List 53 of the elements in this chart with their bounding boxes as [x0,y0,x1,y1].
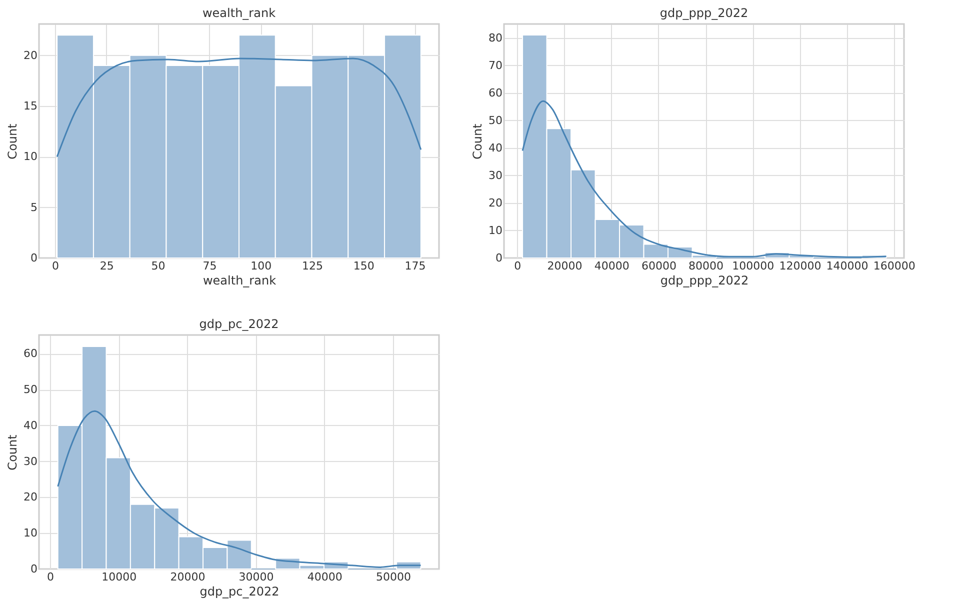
x-axis-title: gdp_ppp_2022 [660,274,749,288]
y-tick-label: 20 [488,196,502,210]
x-tick-label: 150 [353,260,374,272]
y-tick-label: 10 [24,526,38,540]
x-tick-label: 0 [52,260,60,272]
x-tick-label: 40000 [594,260,630,272]
y-tick-label: 0 [30,252,38,264]
y-tick-label: 5 [30,200,38,214]
x-tick-label: 0 [46,570,54,584]
chart-title: wealth_rank [202,6,276,20]
chart-title: gdp_pc_2022 [199,317,279,331]
y-tick-label: 50 [24,383,38,396]
x-tick-label: 120000 [779,260,822,272]
y-tick-label: 60 [24,347,38,360]
x-tick-label: 100 [250,260,272,272]
x-tick-label: 80000 [688,260,724,272]
x-tick-label: 175 [404,260,426,272]
x-tick-label: 0 [514,260,522,272]
y-axis-title: Count [6,123,20,160]
y-tick-label: 80 [488,31,502,44]
x-tick-label: 50000 [376,570,412,584]
x-tick-label: 10000 [102,570,137,584]
y-tick-label: 30 [488,168,502,182]
x-tick-label: 25 [100,260,114,272]
y-tick-label: 50 [488,114,502,127]
x-tick-label: 140000 [826,260,868,272]
x-tick-label: 160000 [873,260,916,272]
y-tick-label: 20 [24,490,38,504]
chart-title: gdp_ppp_2022 [660,6,748,20]
x-tick-label: 100000 [732,260,774,272]
y-tick-label: 20 [24,48,38,62]
y-tick-label: 40 [488,141,502,154]
x-tick-label: 40000 [307,570,342,584]
y-tick-label: 0 [496,252,502,264]
x-tick-label: 75 [202,260,217,272]
y-tick-label: 10 [488,224,502,237]
y-axis-title: Count [6,434,20,470]
y-tick-label: 0 [30,562,38,576]
y-tick-label: 15 [24,100,38,113]
x-tick-label: 125 [302,260,323,272]
y-tick-label: 10 [24,150,38,164]
x-axis-title: wealth_rank [202,274,276,288]
x-tick-label: 30000 [238,570,274,584]
x-tick-label: 20000 [170,570,206,584]
y-axis-title: Count [470,123,485,160]
x-tick-label: 50 [151,260,166,272]
y-tick-label: 40 [24,418,38,432]
x-tick-label: 20000 [547,260,582,272]
y-tick-label: 70 [488,58,502,72]
x-axis-title: gdp_pc_2022 [200,584,280,598]
y-tick-label: 60 [488,86,502,100]
y-tick-label: 30 [24,454,38,468]
x-tick-label: 60000 [641,260,676,272]
